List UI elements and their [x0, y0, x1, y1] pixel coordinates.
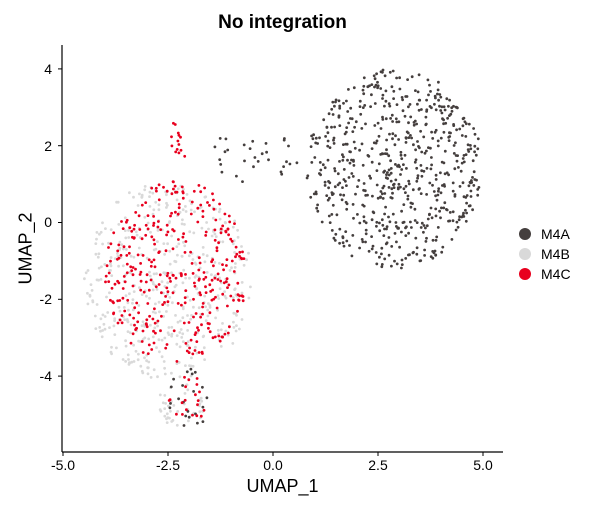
x-axis-label: UMAP_1	[246, 476, 319, 496]
y-tick-label: 2	[44, 138, 52, 154]
x-tick-label: 2.5	[368, 457, 388, 473]
legend-label: M4C	[541, 266, 571, 282]
x-tick-label: -5.0	[50, 457, 76, 473]
axis-ticks	[58, 68, 484, 456]
legend-dot-icon	[519, 248, 531, 260]
y-axis-label: UMAP_2	[15, 212, 36, 285]
y-tick-label: -2	[39, 291, 52, 307]
chart-title: No integration	[218, 12, 347, 33]
legend-label: M4A	[541, 226, 570, 242]
legend-label: M4B	[541, 246, 570, 262]
data-points	[83, 68, 481, 427]
legend-item-m4a: M4A	[519, 224, 571, 244]
y-tick-label: -4	[39, 368, 52, 384]
y-tick-label: 0	[44, 214, 52, 230]
x-tick-label: 5.0	[473, 457, 493, 473]
legend: M4A M4B M4C	[519, 224, 571, 284]
legend-dot-icon	[519, 268, 531, 280]
legend-item-m4c: M4C	[519, 264, 571, 284]
y-tick-label: 4	[44, 61, 52, 77]
x-tick-label: 0.0	[263, 457, 283, 473]
legend-item-m4b: M4B	[519, 244, 571, 264]
x-tick-label: -2.5	[155, 457, 181, 473]
legend-dot-icon	[519, 228, 531, 240]
